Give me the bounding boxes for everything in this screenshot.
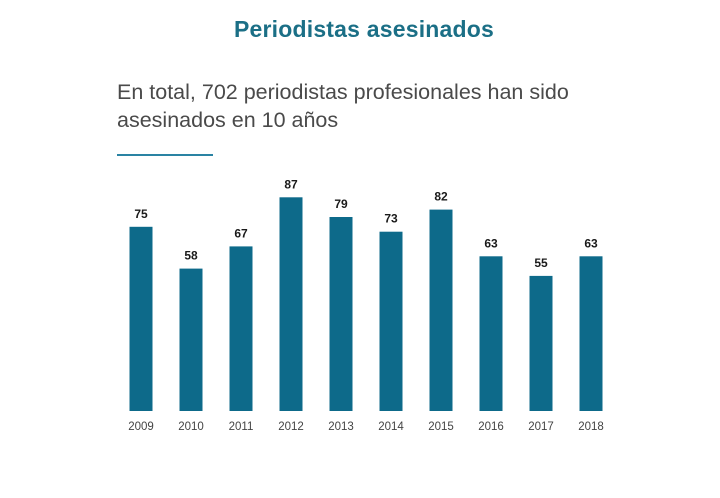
tick-label-2018: 2018 bbox=[578, 421, 604, 433]
value-labels-group: 75 58 67 87 79 73 82 63 55 63 bbox=[134, 177, 598, 270]
bar-2016 bbox=[479, 256, 503, 411]
bar-2015 bbox=[429, 209, 453, 411]
chart-subtitle: En total, 702 periodistas profesionales … bbox=[117, 80, 569, 132]
value-label-2011: 67 bbox=[234, 226, 248, 240]
bar-2014 bbox=[379, 231, 403, 411]
tick-label-2013: 2013 bbox=[328, 421, 354, 433]
value-label-2016: 63 bbox=[484, 236, 498, 250]
tick-label-2014: 2014 bbox=[378, 421, 404, 433]
value-label-2012: 87 bbox=[284, 177, 298, 191]
tick-label-2012: 2012 bbox=[278, 421, 304, 433]
tick-label-2011: 2011 bbox=[229, 421, 254, 433]
tick-label-2017: 2017 bbox=[528, 421, 554, 433]
tick-label-2010: 2010 bbox=[178, 421, 204, 433]
bar-2010 bbox=[179, 268, 203, 411]
value-label-2017: 55 bbox=[534, 256, 548, 270]
chart-title: Periodistas asesinados bbox=[233, 16, 495, 42]
bar-2013 bbox=[329, 217, 353, 411]
bar-2011 bbox=[229, 246, 253, 411]
value-label-2010: 58 bbox=[184, 249, 198, 263]
value-label-2009: 75 bbox=[134, 207, 148, 221]
value-label-2014: 73 bbox=[384, 212, 398, 226]
value-label-2013: 79 bbox=[334, 197, 348, 211]
tick-label-2009: 2009 bbox=[128, 421, 154, 433]
value-label-2018: 63 bbox=[584, 236, 598, 250]
value-label-2015: 82 bbox=[434, 190, 448, 204]
bar-2009 bbox=[129, 226, 153, 411]
tick-label-2016: 2016 bbox=[478, 421, 504, 433]
accent-rule bbox=[117, 154, 213, 156]
x-tick-labels-group: 2009 2010 2011 2012 2013 2014 2015 2016 2017 2018 bbox=[128, 421, 604, 433]
bars-group bbox=[129, 197, 603, 411]
bar-2012 bbox=[279, 197, 303, 411]
tick-label-2015: 2015 bbox=[428, 421, 454, 433]
bar-2018 bbox=[579, 256, 603, 411]
bar-2017 bbox=[529, 275, 553, 411]
